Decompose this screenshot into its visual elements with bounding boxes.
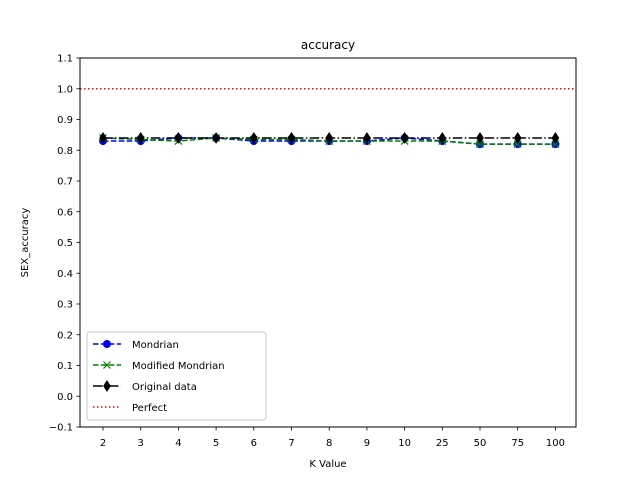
legend-label: Mondrian: [132, 340, 179, 351]
data-point: [363, 131, 371, 145]
data-point: [513, 140, 522, 149]
x-tick-label: 2: [100, 438, 106, 449]
legend-entry: Mondrian: [93, 339, 179, 351]
legend-entries: Mondrian Modified Mondrian Original data Pe…: [93, 339, 225, 414]
legend-entry: Perfect: [93, 403, 167, 414]
y-tick-label: 1.0: [57, 84, 73, 95]
y-tick-label: 0.7: [57, 177, 73, 188]
data-point: [212, 131, 220, 145]
x-tick-label: 4: [175, 438, 181, 449]
data-point: [476, 131, 484, 145]
y-tick-label: 1.1: [57, 54, 73, 65]
data-point: [513, 131, 522, 145]
x-tick-label: 3: [138, 438, 144, 449]
legend-label: Modified Mondrian: [132, 361, 225, 372]
y-tick-label: 0.5: [57, 238, 73, 249]
y-tick-label: 0.1: [57, 361, 73, 372]
y-tick-label: −0.1: [49, 423, 73, 434]
data-point: [551, 131, 560, 145]
x-axis: 2 3 4 5 6 7 8 9 10 25 50 75 100: [100, 427, 565, 449]
legend-entry: Original data: [93, 379, 197, 393]
y-axis: −0.1 0.0 0.1 0.2 0.3 0.4 0.5 0.6 0.7 0.8 0.9 1.0 1.1: [49, 54, 80, 434]
legend-box: [86, 331, 267, 421]
data-point: [400, 131, 409, 145]
legend: Mondrian Modified Mondrian Original data Pe…: [86, 331, 267, 421]
data-point: [551, 140, 560, 149]
y-tick-label: 0.9: [57, 115, 73, 126]
x-tick-label: 8: [326, 438, 332, 449]
data-point: [103, 379, 111, 393]
y-tick-label: 0.6: [57, 207, 73, 218]
y-axis-label: SEX_accuracy: [20, 208, 31, 278]
x-tick-label: 9: [364, 438, 370, 449]
y-tick-label: 0.4: [57, 269, 73, 280]
y-tick-label: 0.0: [57, 392, 73, 403]
x-axis-label: K Value: [309, 459, 346, 470]
data-point: [476, 140, 484, 149]
y-tick-label: 0.3: [57, 300, 73, 311]
x-tick-label: 50: [474, 438, 487, 449]
legend-label: Original data: [132, 382, 197, 393]
x-tick-label: 100: [546, 438, 565, 449]
series-original-data: [99, 131, 560, 145]
data-point: [99, 131, 107, 145]
x-tick-label: 75: [511, 438, 524, 449]
data-point: [136, 131, 145, 145]
x-tick-label: 25: [436, 438, 449, 449]
legend-entry: Modified Mondrian: [93, 361, 225, 372]
chart-title: accuracy: [301, 38, 355, 52]
x-tick-label: 7: [288, 438, 294, 449]
data-point: [249, 131, 258, 145]
x-tick-label: 10: [398, 438, 411, 449]
data-point: [102, 339, 112, 349]
x-tick-label: 5: [213, 438, 219, 449]
data-point: [287, 131, 296, 145]
x-tick-label: 6: [251, 438, 257, 449]
data-point: [103, 361, 111, 369]
y-tick-label: 0.8: [57, 146, 73, 157]
data-point: [438, 131, 447, 145]
data-point: [325, 131, 334, 145]
series-layer: [98, 131, 560, 149]
data-point: [174, 131, 183, 145]
legend-label: Perfect: [132, 403, 167, 414]
y-tick-label: 0.2: [57, 330, 73, 341]
